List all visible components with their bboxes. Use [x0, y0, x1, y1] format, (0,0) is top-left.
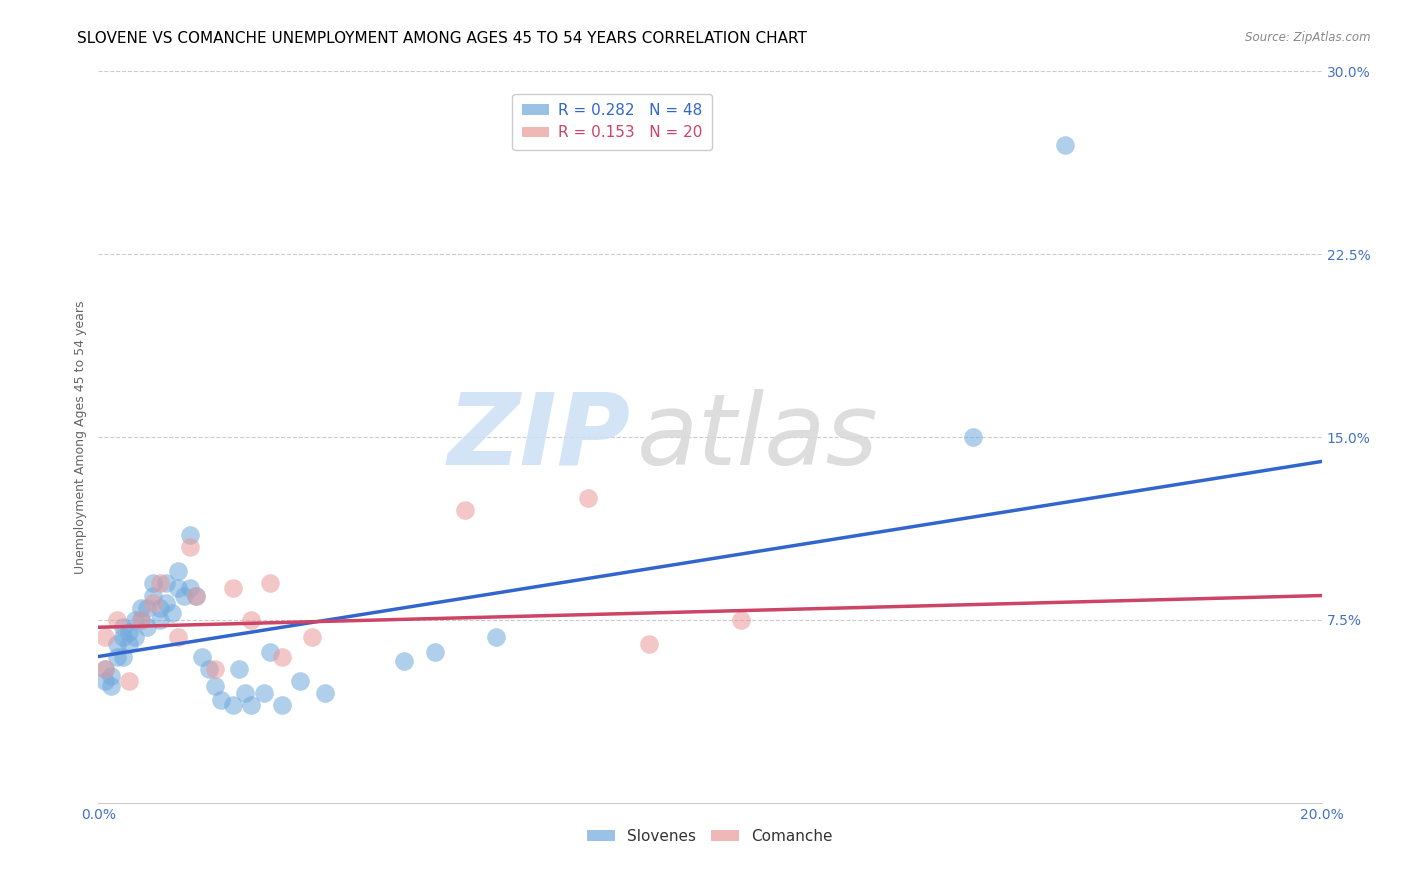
- Point: [240, 698, 263, 713]
- Point: [142, 596, 165, 610]
- Point: [209, 693, 232, 707]
- Text: Source: ZipAtlas.com: Source: ZipAtlas.com: [1246, 31, 1371, 45]
- Point: [186, 589, 208, 603]
- Point: [270, 649, 292, 664]
- Point: [118, 637, 141, 651]
- Text: atlas: atlas: [637, 389, 879, 485]
- Point: [204, 662, 226, 676]
- Point: [392, 654, 416, 668]
- Point: [155, 596, 177, 610]
- Point: [124, 630, 146, 644]
- Point: [270, 698, 292, 713]
- Point: [105, 637, 128, 651]
- Point: [240, 613, 263, 627]
- Point: [179, 581, 201, 595]
- Point: [160, 606, 183, 620]
- Point: [105, 649, 128, 664]
- Point: [93, 673, 115, 688]
- Point: [173, 589, 195, 603]
- Point: [111, 630, 134, 644]
- Point: [179, 540, 201, 554]
- Legend: Slovenes, Comanche: Slovenes, Comanche: [581, 822, 839, 850]
- Point: [485, 630, 508, 644]
- Point: [149, 576, 172, 591]
- Point: [136, 620, 159, 634]
- Text: ZIP: ZIP: [447, 389, 630, 485]
- Point: [204, 679, 226, 693]
- Point: [228, 662, 250, 676]
- Point: [105, 613, 128, 627]
- Point: [222, 581, 245, 595]
- Point: [962, 430, 984, 444]
- Point: [222, 698, 245, 713]
- Point: [111, 649, 134, 664]
- Point: [290, 673, 312, 688]
- Point: [191, 649, 214, 664]
- Point: [167, 581, 190, 595]
- Point: [118, 673, 141, 688]
- Point: [100, 669, 122, 683]
- Point: [93, 662, 115, 676]
- Point: [124, 613, 146, 627]
- Point: [142, 589, 165, 603]
- Point: [142, 576, 165, 591]
- Point: [155, 576, 177, 591]
- Point: [576, 491, 599, 505]
- Point: [149, 613, 172, 627]
- Point: [233, 686, 256, 700]
- Point: [197, 662, 219, 676]
- Point: [637, 637, 661, 651]
- Point: [129, 600, 152, 615]
- Text: SLOVENE VS COMANCHE UNEMPLOYMENT AMONG AGES 45 TO 54 YEARS CORRELATION CHART: SLOVENE VS COMANCHE UNEMPLOYMENT AMONG A…: [77, 31, 807, 46]
- Point: [118, 625, 141, 640]
- Point: [314, 686, 336, 700]
- Point: [259, 645, 281, 659]
- Point: [111, 620, 134, 634]
- Point: [167, 564, 190, 578]
- Point: [259, 576, 281, 591]
- Point: [100, 679, 122, 693]
- Point: [423, 645, 446, 659]
- Point: [136, 600, 159, 615]
- Point: [129, 613, 152, 627]
- Point: [730, 613, 752, 627]
- Point: [252, 686, 274, 700]
- Point: [93, 662, 115, 676]
- Point: [93, 630, 115, 644]
- Point: [149, 600, 172, 615]
- Point: [454, 503, 477, 517]
- Point: [186, 589, 208, 603]
- Point: [129, 613, 152, 627]
- Y-axis label: Unemployment Among Ages 45 to 54 years: Unemployment Among Ages 45 to 54 years: [75, 301, 87, 574]
- Point: [167, 630, 190, 644]
- Point: [179, 527, 201, 541]
- Point: [1053, 137, 1076, 152]
- Point: [301, 630, 323, 644]
